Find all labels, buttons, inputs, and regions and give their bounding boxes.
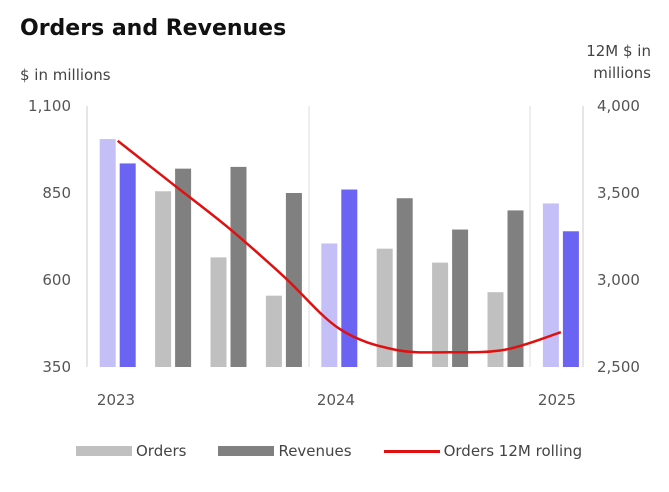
bar-orders	[155, 191, 172, 367]
bar-orders	[210, 257, 227, 367]
orders-revenues-chart: 1,100 850 600 350 4,000 3,500 3,000 2,500 2023 20…	[28, 97, 640, 409]
y-tick-left: 850	[42, 184, 71, 202]
y-tick-right: 4,000	[597, 97, 640, 115]
bar-orders	[432, 262, 449, 367]
y-axis-right-label-line1: 12M $ in	[586, 42, 651, 60]
y-tick-right: 3,000	[597, 271, 640, 289]
legend-label-orders: Orders	[136, 442, 187, 460]
y-tick-right: 2,500	[597, 358, 640, 376]
bar-orders	[321, 243, 338, 367]
legend-swatch-rolling	[383, 449, 440, 453]
bar-revenues	[341, 189, 358, 367]
legend-label-rolling: Orders 12M rolling	[443, 442, 583, 460]
y-tick-left: 350	[42, 358, 71, 376]
x-year-label: 2024	[317, 391, 355, 409]
legend-swatch-revenues	[218, 446, 275, 456]
legend-swatch-orders	[76, 446, 132, 456]
chart-title: Orders and Revenues	[20, 16, 287, 41]
legend-item-rolling: Orders 12M rolling	[383, 442, 583, 460]
chart-legend: Orders Revenues Orders 12M rolling	[76, 442, 614, 460]
x-year-label: 2025	[538, 391, 576, 409]
bar-orders	[265, 295, 282, 367]
bar-orders	[99, 139, 116, 367]
y-axis-right-label: 12M $ in millions	[561, 40, 651, 84]
x-year-label: 2023	[97, 391, 135, 409]
bar-revenues	[507, 210, 524, 367]
bar-orders	[376, 248, 393, 367]
y-tick-left: 600	[42, 271, 71, 289]
y-axis-left-label: $ in millions	[20, 66, 111, 84]
legend-label-revenues: Revenues	[278, 442, 352, 460]
bar-revenues	[452, 229, 469, 367]
y-tick-right: 3,500	[597, 184, 640, 202]
legend-item-revenues: Revenues	[218, 442, 352, 460]
line-orders-12m-rolling	[116, 139, 562, 354]
y-tick-left: 1,100	[28, 97, 71, 115]
bar-revenues	[285, 193, 302, 367]
bar-revenues	[562, 231, 579, 367]
y-axis-right-label-line2: millions	[593, 64, 651, 82]
bar-orders	[542, 203, 559, 367]
bar-orders	[487, 292, 504, 367]
bar-revenues	[230, 166, 247, 367]
bar-revenues	[119, 163, 136, 367]
bar-revenues	[175, 168, 192, 367]
bar-revenues	[396, 198, 413, 367]
legend-item-orders: Orders	[76, 442, 186, 460]
